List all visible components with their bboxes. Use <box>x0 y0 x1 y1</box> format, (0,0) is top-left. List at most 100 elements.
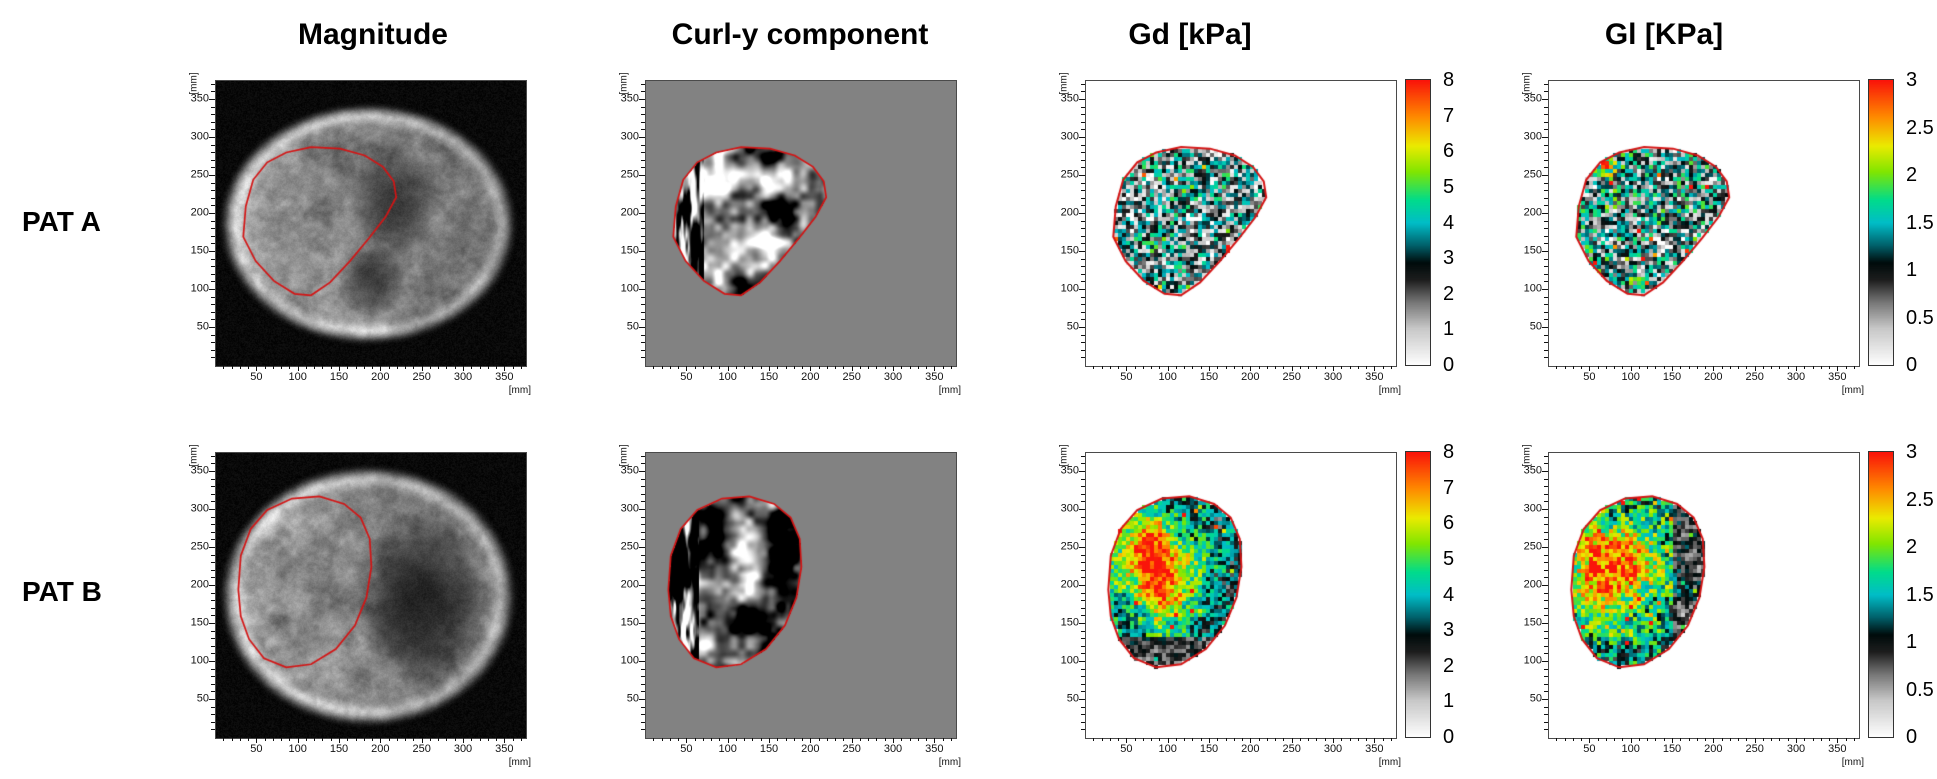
y-tick-mark <box>1542 585 1548 586</box>
x-tick-mark <box>1738 366 1740 369</box>
y-tick-label: 100 <box>190 654 209 667</box>
x-tick-mark <box>818 738 820 741</box>
x-tick-mark <box>1729 366 1731 369</box>
y-tick-mark <box>1544 296 1548 298</box>
x-tick-label: 350 <box>1365 743 1384 755</box>
x-tick-mark <box>1390 366 1392 369</box>
y-tick-mark <box>1079 289 1085 290</box>
y-tick-mark <box>1542 175 1548 176</box>
x-tick-mark <box>438 738 440 741</box>
x-tick-label: 350 <box>1828 371 1847 383</box>
y-tick-mark <box>641 600 645 602</box>
x-tick-label: 250 <box>842 371 861 383</box>
colorbar-tick-label: 7 <box>1443 476 1455 499</box>
y-tick-mark <box>1544 638 1548 640</box>
x-tick-mark <box>1820 366 1822 369</box>
y-tick-mark <box>1544 577 1548 579</box>
y-tick-mark <box>211 683 215 685</box>
x-tick-mark <box>694 738 696 741</box>
y-tick-mark <box>1081 243 1085 245</box>
x-tick-mark <box>1142 738 1144 741</box>
y-tick-mark <box>211 653 215 655</box>
y-tick-label: 250 <box>620 540 639 553</box>
y-tick-mark <box>1544 501 1548 503</box>
y-tick-mark <box>1544 205 1548 207</box>
panel-pat-a-magnitude: [mm] 50 50 100 100 150 150 200 200 250 250 300 300 35… <box>189 72 531 396</box>
x-axis-unit-label: [mm] <box>508 757 531 768</box>
colorbar-tick-label: 0 <box>1443 354 1455 376</box>
x-tick-mark <box>1605 366 1607 369</box>
x-tick-label: 100 <box>1158 743 1177 755</box>
y-tick-mark <box>641 539 645 541</box>
y-tick-mark <box>641 463 645 465</box>
y-axis-unit-label: [mm] <box>188 72 200 95</box>
y-tick-mark <box>641 220 645 222</box>
y-tick-mark <box>1081 683 1085 685</box>
column-title-gd: Gd [kPa] <box>1128 18 1252 51</box>
y-tick-label: 300 <box>190 502 209 515</box>
y-tick-mark <box>209 661 215 662</box>
curl-y-map-canvas <box>645 80 957 367</box>
x-tick-mark <box>1556 366 1558 369</box>
x-tick-mark <box>223 738 225 741</box>
x-axis-unit-label: [mm] <box>1841 385 1864 396</box>
x-tick-mark <box>1101 738 1103 741</box>
y-tick-mark <box>1081 349 1085 351</box>
y-tick-mark <box>1544 683 1548 685</box>
y-tick-mark <box>211 516 215 518</box>
colorbar-tick-label: 8 <box>1443 69 1455 91</box>
y-tick-mark <box>1544 569 1548 571</box>
y-tick-mark <box>209 623 215 624</box>
x-tick-mark <box>793 738 795 741</box>
x-tick-label: 100 <box>718 371 737 383</box>
y-tick-mark <box>1081 676 1085 678</box>
y-tick-mark <box>211 592 215 594</box>
y-tick-mark <box>641 319 645 321</box>
colorbar-tick-label: 0 <box>1443 726 1455 748</box>
y-tick-mark <box>1081 83 1085 85</box>
x-tick-mark <box>1713 738 1715 743</box>
y-tick-mark <box>1081 159 1085 161</box>
x-tick-mark <box>1242 738 1244 741</box>
x-tick-mark <box>380 738 382 743</box>
y-tick-mark <box>1544 266 1548 268</box>
colorbar-gl <box>1868 451 1894 738</box>
y-tick-mark <box>1544 516 1548 518</box>
x-tick-mark <box>355 738 357 741</box>
y-tick-mark <box>1081 554 1085 556</box>
y-tick-label: 200 <box>620 578 639 591</box>
y-tick-mark <box>211 478 215 480</box>
colorbar-gd <box>1405 451 1431 738</box>
y-tick-mark <box>209 213 215 214</box>
y-tick-mark <box>1081 531 1085 533</box>
y-tick-mark <box>1081 296 1085 298</box>
x-tick-mark <box>1275 738 1277 741</box>
y-tick-mark <box>1081 721 1085 723</box>
x-tick-mark <box>330 738 332 741</box>
panel-pat-b-curl-y: [mm] 50 50 100 100 150 150 200 200 250 250 300 300 35… <box>619 444 961 768</box>
x-tick-mark <box>818 366 820 369</box>
x-tick-mark <box>777 738 779 741</box>
x-tick-mark <box>1688 738 1690 741</box>
x-tick-mark <box>1324 738 1326 741</box>
x-tick-mark <box>1349 366 1351 369</box>
y-axis-unit-label: [mm] <box>618 72 630 95</box>
x-tick-label: 250 <box>842 743 861 755</box>
y-tick-mark <box>211 197 215 199</box>
y-tick-label: 350 <box>1523 92 1542 105</box>
y-tick-mark <box>1081 114 1085 116</box>
x-tick-mark <box>893 366 894 371</box>
x-tick-mark <box>479 738 481 741</box>
x-tick-mark <box>1308 366 1310 369</box>
y-tick-mark <box>1081 714 1085 716</box>
y-tick-mark <box>641 235 645 237</box>
y-tick-mark <box>1542 327 1548 328</box>
y-tick-mark <box>211 554 215 556</box>
x-tick-label: 300 <box>883 743 903 755</box>
y-tick-label: 300 <box>620 502 639 515</box>
y-tick-mark <box>641 676 645 678</box>
x-tick-label: 100 <box>718 743 737 755</box>
y-tick-mark <box>641 615 645 617</box>
colorbar-gd <box>1405 79 1431 366</box>
x-tick-label: 50 <box>1583 743 1596 755</box>
